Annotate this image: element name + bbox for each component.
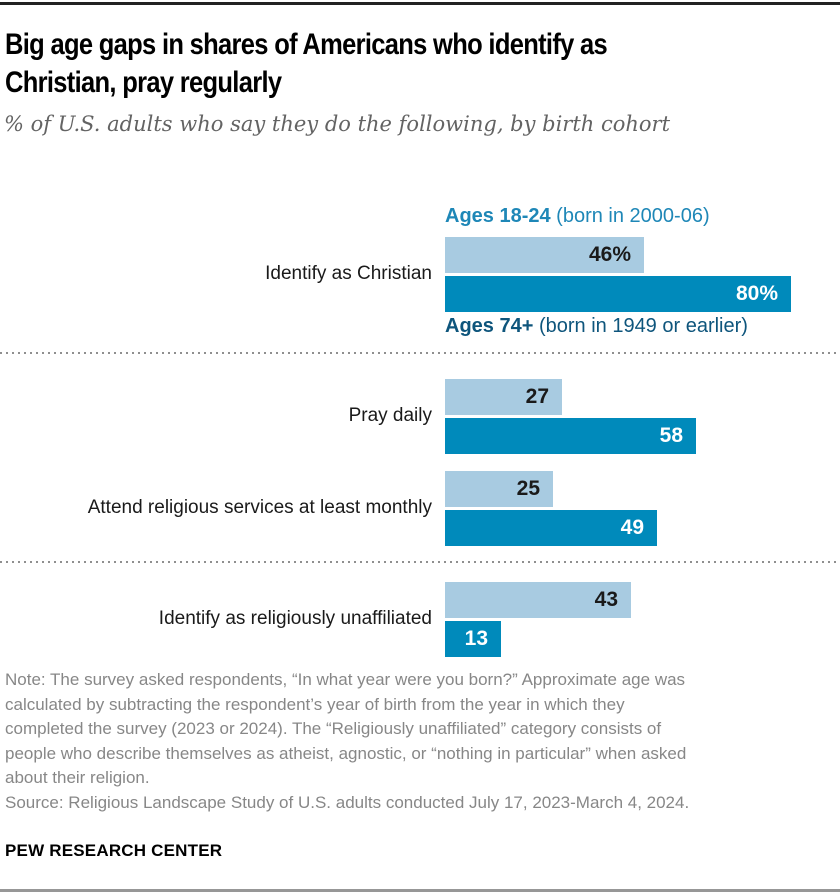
bar-value-label: 25 [516,477,540,500]
legend-ages-18-24: Ages 18-24 (born in 2000-06) [445,205,710,228]
bar-74plus-unaffiliated: 13 [445,621,501,657]
dotted-separator [0,352,840,354]
bar-18-24-attend-services: 25 [445,471,553,507]
dotted-separator [0,561,840,563]
bar-74plus-attend-services: 49 [445,510,657,546]
bar-value-label: 13 [464,627,488,650]
legend-ages-74plus-bold: Ages 74+ [445,315,534,337]
category-label-pray-daily: Pray daily [348,405,432,426]
source-text: Source: Religious Landscape Study of U.S… [5,792,690,812]
top-divider [0,2,840,5]
category-label-identify-christian: Identify as Christian [265,263,432,284]
chart-subtitle: % of U.S. adults who say they do the fol… [4,112,671,136]
footnotes: Note: The survey asked respondents, “In … [5,668,837,816]
bar-74plus-identify-christian: 80% [445,276,791,312]
category-label-unaffiliated: Identify as religiously unaffiliated [158,608,432,629]
legend-ages-74plus-detail: (born in 1949 or earlier) [533,315,748,337]
note-text: Note: The survey asked respondents, “In … [5,670,687,788]
bar-value-label: 46% [588,243,631,266]
bar-18-24-pray-daily: 27 [445,379,562,415]
pew-research-center-wordmark: PEW RESEARCH CENTER [5,841,223,860]
bar-18-24-identify-christian: 46% [445,237,644,273]
bottom-divider [0,889,840,892]
category-label-attend-services: Attend religious services at least month… [87,497,432,518]
bar-value-label: 58 [659,424,683,447]
bar-value-label: 27 [525,385,549,408]
legend-ages-18-24-detail: (born in 2000-06) [550,205,710,227]
legend-ages-18-24-bold: Ages 18-24 [445,205,551,227]
bar-value-label: 43 [594,588,618,611]
bar-value-label: 49 [620,516,644,539]
bar-18-24-unaffiliated: 43 [445,582,631,618]
bar-value-label: 80% [735,282,778,305]
bar-74plus-pray-daily: 58 [445,418,696,454]
legend-ages-74plus: Ages 74+ (born in 1949 or earlier) [445,315,748,338]
chart-title: Big age gaps in shares of Americans who … [5,28,608,99]
